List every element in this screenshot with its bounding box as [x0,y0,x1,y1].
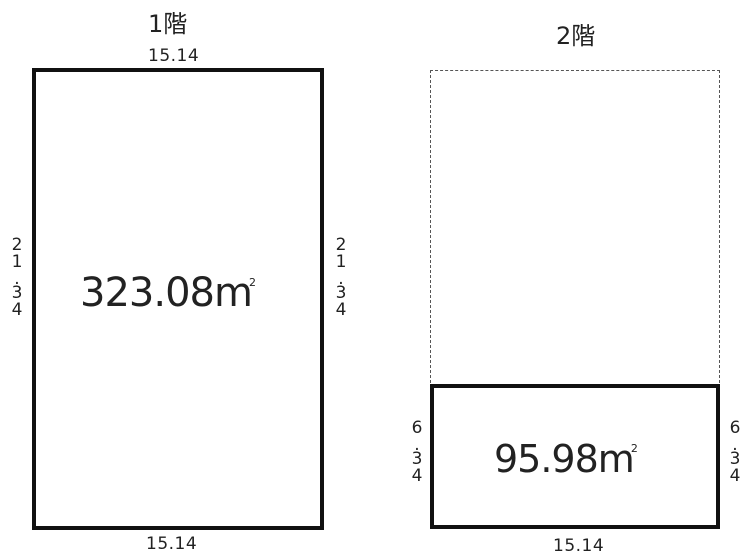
floor1-top-dimension: 15.14 [148,46,200,66]
floor1-right-dimension-char: 2 [335,235,347,255]
floor1-area-unit: m [213,270,253,316]
floor1-left-dimension-char: . [14,269,20,289]
floor2-left-dimension-char: 6 [411,418,423,438]
floor2-right-dimension-char: . [732,435,738,455]
floor1-right-dimension-char: 3 [335,283,347,303]
floor2-outline [430,384,720,529]
floor1-bottom-dimension: 15.14 [146,534,198,554]
floor2-area-unit-sup: 2 [630,442,638,455]
floor1-right-dimension-char: . [338,269,344,289]
floor1-right-dimension-char: 4 [335,300,347,320]
floor1-outline [32,68,324,530]
floor1-left-dimension-char: 1 [11,252,23,272]
floor2-right-dimension-char: 3 [729,449,741,469]
floor1-area-unit-sup: 2 [248,276,256,289]
floor1-footprint-dashed-outline [430,70,720,388]
floor2-area-unit: m [597,437,635,481]
floor1-area-label: 323.08m2 [80,273,256,313]
floor1-right-dimension-char: 1 [335,252,347,272]
floor1-title: 1階 [148,10,188,38]
floor2-left-dimension-char: . [414,435,420,455]
floor2-left-dimension-char: 4 [411,466,423,486]
floor2-title: 2階 [556,22,596,50]
floor2-bottom-dimension: 15.14 [553,536,605,556]
floor2-left-dimension-char: 3 [411,449,423,469]
floor2-area-value: 95.98 [494,437,599,481]
floor1-left-dimension-char: 2 [11,235,23,255]
floor1-left-dimension-char: 4 [11,300,23,320]
floor2-right-dimension-char: 4 [729,466,741,486]
floor1-area-value: 323.08 [80,270,215,316]
floor2-area-label: 95.98m2 [494,440,638,478]
floor2-right-dimension-char: 6 [729,418,741,438]
floor1-left-dimension-char: 3 [11,283,23,303]
